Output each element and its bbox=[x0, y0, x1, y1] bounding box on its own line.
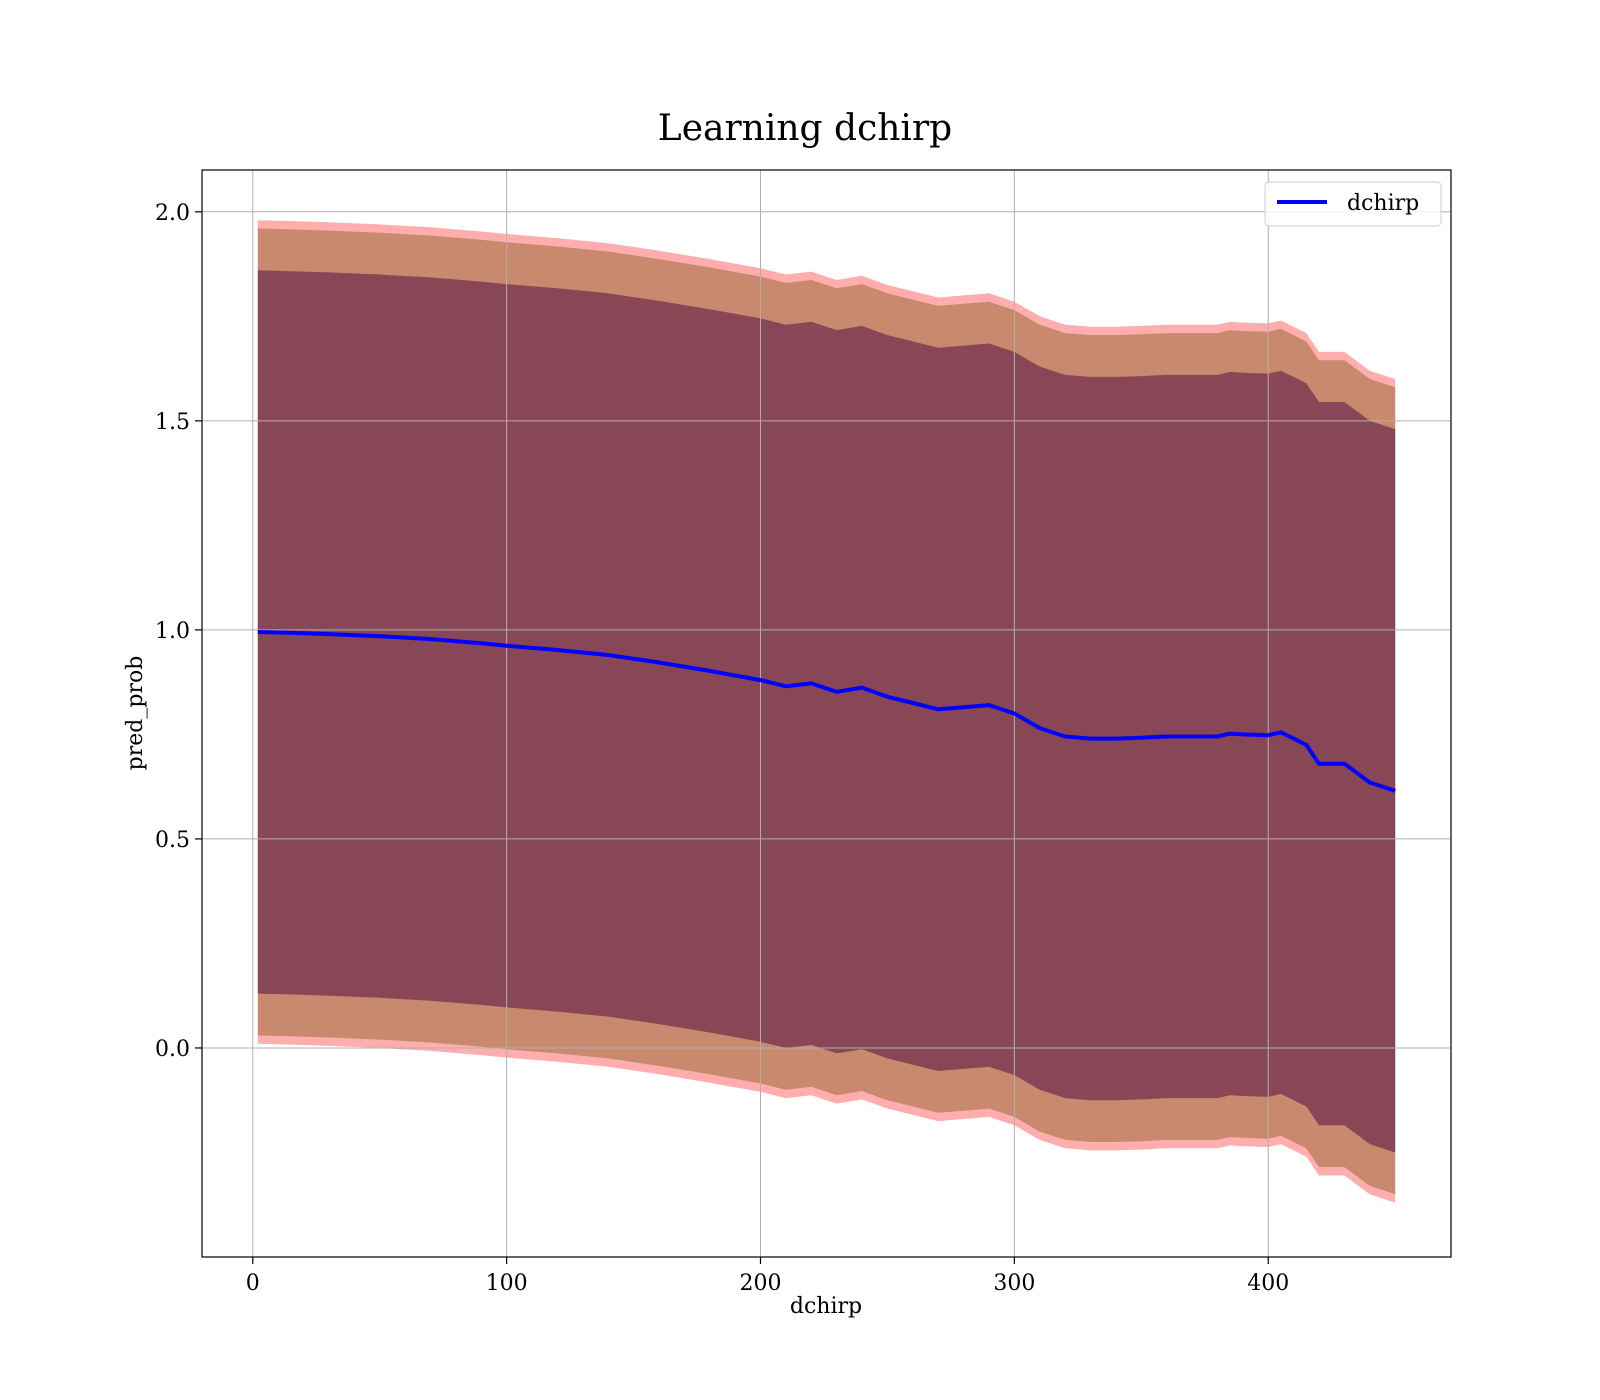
x-tick-label-3: 300 bbox=[993, 1271, 1035, 1296]
y-tick-label-2: 1.0 bbox=[155, 619, 190, 644]
y-ticks: 0.0 0.5 1.0 1.5 2.0 bbox=[155, 201, 202, 1062]
legend: dchirp bbox=[1264, 181, 1442, 227]
y-axis-label: pred_prob bbox=[123, 656, 148, 771]
x-tick-label-2: 200 bbox=[739, 1271, 781, 1296]
x-axis-label: dchirp bbox=[790, 1294, 862, 1319]
x-tick-label-1: 100 bbox=[486, 1271, 528, 1296]
x-tick-label-4: 400 bbox=[1247, 1271, 1289, 1296]
y-tick-label-0: 0.0 bbox=[155, 1037, 190, 1062]
band-2 bbox=[257, 270, 1396, 1153]
grid-lines bbox=[202, 170, 1451, 1257]
y-tick-label-1: 0.5 bbox=[155, 828, 190, 853]
legend-box bbox=[1264, 181, 1442, 227]
legend-entry-dchirp: dchirp bbox=[1347, 191, 1419, 216]
y-tick-label-3: 1.5 bbox=[155, 410, 190, 435]
series-lines bbox=[257, 630, 1396, 793]
confidence-bands bbox=[257, 220, 1396, 1203]
x-tick-label-0: 0 bbox=[246, 1271, 260, 1296]
chart-title: Learning dchirp bbox=[658, 108, 952, 149]
y-tick-label-4: 2.0 bbox=[155, 201, 190, 226]
plot-frame bbox=[201, 169, 1452, 1258]
series-line-0 bbox=[257, 630, 1396, 793]
x-ticks: 0 100 200 300 400 bbox=[246, 1257, 1289, 1296]
